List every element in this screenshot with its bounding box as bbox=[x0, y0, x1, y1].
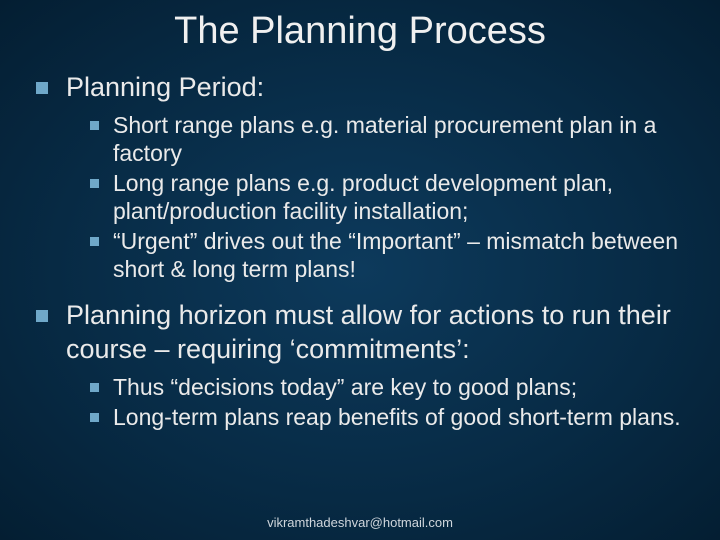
bullet-l2-text: Long-term plans reap benefits of good sh… bbox=[113, 403, 681, 431]
slide: The Planning Process Planning Period: Sh… bbox=[0, 0, 720, 540]
slide-content: Planning Period: Short range plans e.g. … bbox=[0, 71, 720, 431]
bullet-l2-text: “Urgent” drives out the “Important” – mi… bbox=[113, 227, 690, 283]
bullet-l2-text: Long range plans e.g. product developmen… bbox=[113, 169, 690, 225]
footer-email: vikramthadeshvar@hotmail.com bbox=[0, 515, 720, 530]
square-bullet-icon bbox=[90, 179, 99, 188]
bullet-l1: Planning Period: bbox=[36, 71, 690, 105]
bullet-l1-text: Planning horizon must allow for actions … bbox=[66, 299, 690, 367]
bullet-l2: Thus “decisions today” are key to good p… bbox=[90, 373, 690, 401]
bullet-l2-group: Thus “decisions today” are key to good p… bbox=[36, 373, 690, 431]
square-bullet-icon bbox=[90, 237, 99, 246]
bullet-l2-group: Short range plans e.g. material procurem… bbox=[36, 111, 690, 283]
square-bullet-icon bbox=[36, 310, 48, 322]
bullet-l1-text: Planning Period: bbox=[66, 71, 264, 105]
square-bullet-icon bbox=[90, 413, 99, 422]
bullet-l2: “Urgent” drives out the “Important” – mi… bbox=[90, 227, 690, 283]
bullet-l2: Long-term plans reap benefits of good sh… bbox=[90, 403, 690, 431]
square-bullet-icon bbox=[36, 82, 48, 94]
bullet-l2: Short range plans e.g. material procurem… bbox=[90, 111, 690, 167]
bullet-l2-text: Short range plans e.g. material procurem… bbox=[113, 111, 690, 167]
bullet-l2-text: Thus “decisions today” are key to good p… bbox=[113, 373, 577, 401]
square-bullet-icon bbox=[90, 383, 99, 392]
bullet-l1: Planning horizon must allow for actions … bbox=[36, 299, 690, 367]
bullet-l2: Long range plans e.g. product developmen… bbox=[90, 169, 690, 225]
square-bullet-icon bbox=[90, 121, 99, 130]
slide-title: The Planning Process bbox=[0, 0, 720, 71]
